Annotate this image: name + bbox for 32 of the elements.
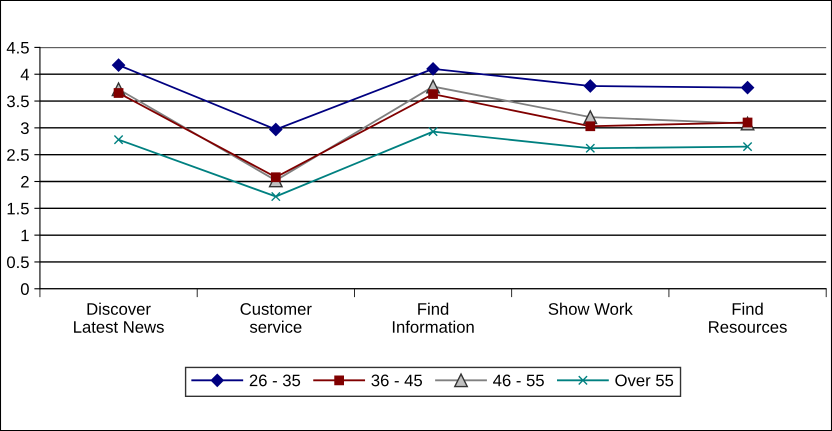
y-tick-label: 4.5 bbox=[6, 42, 29, 54]
x-tick-label: Customer service bbox=[240, 303, 312, 333]
point bbox=[742, 142, 752, 152]
point bbox=[740, 81, 754, 94]
point bbox=[269, 122, 282, 136]
point bbox=[585, 143, 596, 154]
y-tick-label: 3.5 bbox=[6, 95, 29, 108]
y-tick-label: 0.5 bbox=[7, 256, 29, 268]
y-tick-label: 1 bbox=[22, 230, 29, 242]
point bbox=[112, 58, 126, 72]
point bbox=[270, 192, 281, 202]
y-tick-label: 2 bbox=[21, 176, 29, 188]
legend-label: 46 - 55 bbox=[493, 374, 544, 386]
y-tick-label: 2.5 bbox=[7, 149, 29, 161]
point bbox=[428, 126, 438, 136]
point bbox=[428, 89, 438, 99]
y-tick-label: 3 bbox=[20, 122, 29, 134]
y-tick-label: 0 bbox=[20, 283, 29, 295]
y-tick-label: 1.5 bbox=[8, 202, 29, 215]
point bbox=[426, 62, 440, 76]
y-tick-label: 4 bbox=[20, 68, 30, 80]
legend-label: 26 - 35 bbox=[250, 374, 300, 386]
point bbox=[584, 79, 597, 93]
x-tick-label: Find Resources bbox=[709, 302, 787, 333]
point bbox=[585, 121, 596, 132]
x-tick-label: Show Work bbox=[548, 302, 633, 315]
point bbox=[114, 134, 124, 145]
x-tick-label: Find Information bbox=[392, 302, 474, 333]
point bbox=[270, 172, 281, 182]
x-tick-label: Discover Latest News bbox=[74, 302, 164, 333]
legend-label: 36 - 45 bbox=[371, 374, 422, 386]
legend-label: Over 55 bbox=[615, 374, 674, 386]
